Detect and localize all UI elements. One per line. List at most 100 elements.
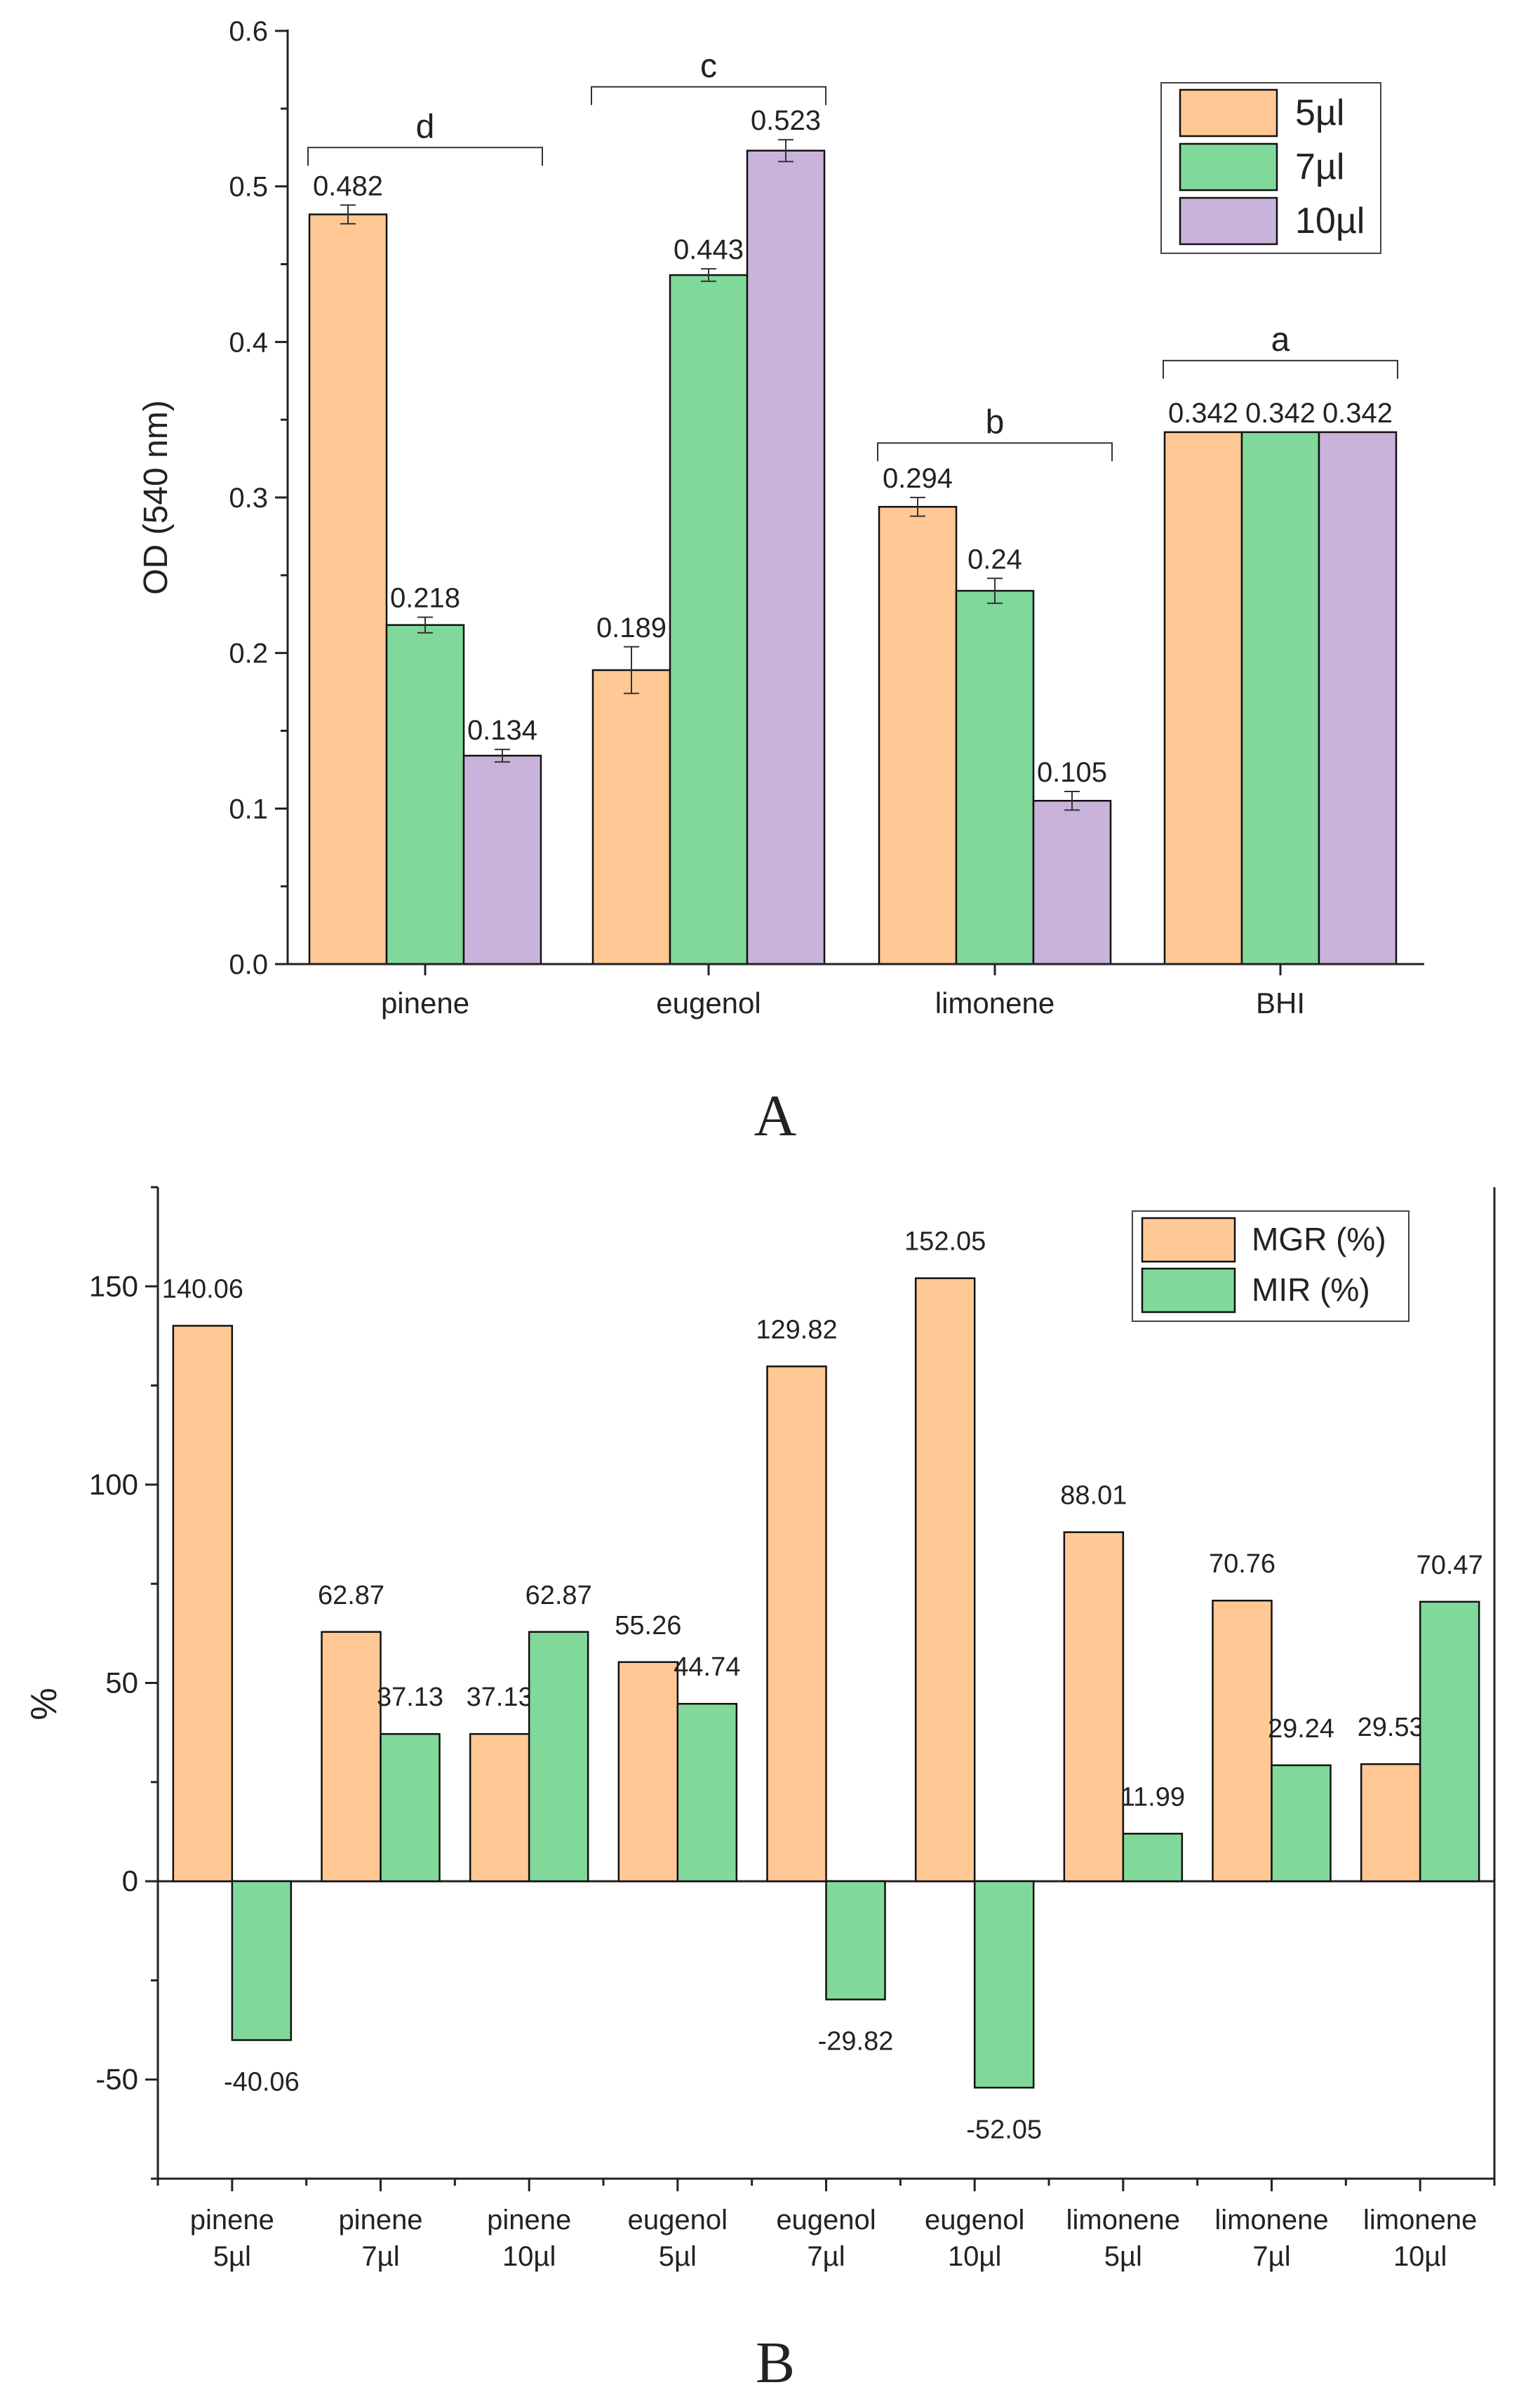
x-tick-label: eugenol <box>656 987 761 1020</box>
value-label: -52.05 <box>966 2115 1042 2144</box>
y-tick-label: 100 <box>89 1468 138 1501</box>
x-tick-label-compound: pinene <box>487 2205 571 2235</box>
x-tick-label-compound: eugenol <box>776 2205 876 2235</box>
x-tick-label-compound: pinene <box>190 2205 274 2235</box>
bar-1-1 <box>380 1732 441 1883</box>
legend-swatch <box>1179 196 1278 246</box>
bar-1-5 <box>973 1880 1035 2089</box>
bar-1-7 <box>1271 1764 1332 1883</box>
y-axis-title: % <box>24 1687 65 1720</box>
value-label: 129.82 <box>756 1315 837 1344</box>
x-tick-label-dose: 5µl <box>213 2241 251 2272</box>
bar-pinene-2 <box>462 754 542 965</box>
x-tick-label: BHI <box>1256 987 1305 1020</box>
significance-letter: a <box>1271 321 1290 359</box>
bar-0-8 <box>1360 1763 1421 1883</box>
legend-swatch <box>1179 142 1278 192</box>
value-label: -29.82 <box>818 2027 894 2057</box>
x-tick-label-dose: 5µl <box>1104 2241 1142 2272</box>
value-label: 152.05 <box>904 1227 986 1257</box>
bar-1-8 <box>1419 1600 1480 1883</box>
significance-bracket <box>591 86 826 105</box>
y-axis-title: OD (540 nm) <box>138 400 175 594</box>
value-label: 62.87 <box>525 1581 592 1610</box>
value-label: 37.13 <box>467 1683 533 1712</box>
value-label: 44.74 <box>674 1652 740 1682</box>
legend: 5µl 7µl 10µl <box>1160 82 1381 254</box>
y-tick-label: 0.5 <box>229 172 268 203</box>
x-tick-label-compound: eugenol <box>628 2205 728 2235</box>
significance-bracket <box>307 147 543 166</box>
y-tick-label: -50 <box>95 2063 138 2096</box>
x-tick-label-dose: 7µl <box>807 2241 845 2272</box>
legend-label: MIR (%) <box>1252 1271 1370 1308</box>
y-tick-label: 0.0 <box>229 949 268 980</box>
x-tick-label-compound: limonene <box>1066 2205 1180 2235</box>
bar-0-4 <box>766 1365 827 1883</box>
value-label: 0.294 <box>883 463 953 494</box>
x-tick-label: limonene <box>935 987 1054 1020</box>
value-label: 62.87 <box>318 1581 384 1610</box>
bar-eugenol-2 <box>746 149 826 965</box>
bar-1-6 <box>1122 1833 1184 1883</box>
bar-1-3 <box>676 1702 738 1883</box>
chart-a: 0.4820.1890.2940.3420.2180.4430.240.3420… <box>138 16 1424 1020</box>
y-tick-label: 0.2 <box>229 639 268 669</box>
x-tick-label-dose: 5µl <box>659 2241 697 2272</box>
value-label: 0.482 <box>313 171 383 201</box>
bar-limonene-1 <box>955 589 1035 965</box>
value-label: 37.13 <box>377 1683 443 1712</box>
bar-0-5 <box>914 1277 976 1883</box>
bar-0-7 <box>1212 1599 1273 1883</box>
legend-label: 10µl <box>1295 201 1365 241</box>
legend-swatch <box>1179 88 1278 138</box>
x-tick-label-dose: 10µl <box>1393 2241 1447 2272</box>
bar-0-6 <box>1063 1531 1125 1883</box>
value-label: 0.443 <box>674 234 744 265</box>
y-tick-label: 0.6 <box>229 16 268 47</box>
y-tick-label: 0.1 <box>229 794 268 824</box>
significance-letter: b <box>986 403 1005 441</box>
significance-letter: c <box>700 48 717 85</box>
value-label: 0.342 <box>1245 398 1315 429</box>
legend-swatch <box>1141 1217 1236 1263</box>
value-label: 55.26 <box>615 1611 681 1640</box>
y-tick-label: 0.3 <box>229 483 268 514</box>
x-tick-label-compound: limonene <box>1214 2205 1328 2235</box>
value-label: 0.189 <box>596 613 667 643</box>
legend: MGR (%) MIR (%) <box>1132 1210 1410 1322</box>
y-tick-label: 150 <box>89 1269 138 1302</box>
legend-label: 7µl <box>1295 147 1344 187</box>
bar-0-1 <box>321 1631 382 1883</box>
bar-0-2 <box>469 1732 530 1883</box>
value-label: 0.342 <box>1323 398 1393 429</box>
value-label: 88.01 <box>1060 1481 1127 1511</box>
bar-limonene-2 <box>1032 800 1112 965</box>
bar-eugenol-1 <box>669 274 749 965</box>
value-label: 70.47 <box>1417 1551 1483 1580</box>
value-label: 29.24 <box>1268 1714 1334 1744</box>
x-tick-label: pinene <box>381 987 469 1020</box>
value-label: 0.134 <box>467 715 537 746</box>
y-tick-label: 0 <box>122 1864 138 1897</box>
bar-BHI-1 <box>1240 431 1320 965</box>
bar-BHI-0 <box>1163 431 1243 965</box>
legend-label: MGR (%) <box>1252 1221 1386 1257</box>
bar-limonene-0 <box>878 506 958 965</box>
value-label: 70.76 <box>1209 1549 1275 1579</box>
bar-0-3 <box>617 1661 679 1883</box>
y-tick-label: 0.4 <box>229 327 268 358</box>
value-label: 140.06 <box>162 1274 243 1304</box>
significance-bracket <box>1163 359 1398 379</box>
x-tick-label-compound: pinene <box>338 2205 422 2235</box>
bar-1-4 <box>825 1880 886 2000</box>
legend-label: 5µl <box>1295 93 1344 133</box>
value-label: 29.53 <box>1358 1713 1424 1742</box>
value-label: 0.342 <box>1168 398 1238 429</box>
value-label: 11.99 <box>1120 1782 1185 1812</box>
bar-BHI-2 <box>1318 431 1398 965</box>
bar-0-0 <box>172 1325 234 1883</box>
value-label: 0.24 <box>967 544 1022 575</box>
bar-pinene-0 <box>308 213 388 965</box>
